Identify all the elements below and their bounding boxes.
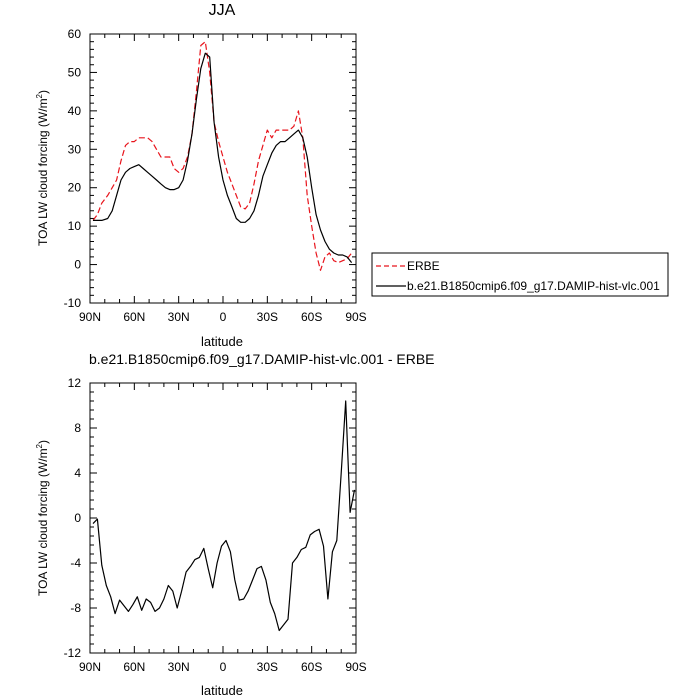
y-tick-label: 12 <box>68 376 82 390</box>
y-tick-label: -10 <box>64 296 82 310</box>
bottom-panel-title: b.e21.B1850cmip6.f09_g17.DAMIP-hist-vlc.… <box>89 351 435 367</box>
y-tick-label: 0 <box>74 511 81 525</box>
top-panel: JJA -10 0 10 20 30 40 50 60 90N 60N 30N 0 30S 60S 90S… <box>35 2 669 349</box>
y-tick-label: -12 <box>64 646 82 660</box>
y-tick-label: -8 <box>70 601 81 615</box>
x-tick-label: 90S <box>345 310 366 324</box>
y-tick-label: 40 <box>68 104 82 118</box>
top-y-axis-label-end: ) <box>36 90 50 94</box>
top-plot-frame <box>89 33 357 304</box>
bottom-y-axis-label-main: TOA LW cloud forcing (W/m <box>36 448 50 596</box>
top-y-axis-label-main: TOA LW cloud forcing (W/m <box>36 98 50 246</box>
legend-label-erbe: ERBE <box>407 259 440 273</box>
bottom-plot-frame <box>89 382 357 654</box>
x-tick-label: 90S <box>345 660 366 674</box>
x-tick-label: 0 <box>220 310 227 324</box>
top-x-axis-label: latitude <box>201 334 243 349</box>
x-tick-label: 30S <box>257 660 278 674</box>
y-tick-label: 50 <box>68 65 82 79</box>
legend: ERBE b.e21.B1850cmip6.f09_g17.DAMIP-hist… <box>371 252 669 297</box>
series-line-0 <box>92 41 353 271</box>
x-tick-label: 60N <box>123 310 145 324</box>
bottom-x-axis-label: latitude <box>201 683 243 698</box>
x-tick-label: 60S <box>301 660 322 674</box>
x-tick-label: 30S <box>257 310 278 324</box>
bottom-y-axis-label-sup: 2 <box>35 443 44 448</box>
x-tick-label: 60N <box>123 660 145 674</box>
top-y-ticks: -10 0 10 20 30 40 50 60 <box>64 27 356 310</box>
legend-label-model: b.e21.B1850cmip6.f09_g17.DAMIP-hist-vlc.… <box>407 279 660 293</box>
x-tick-label: 60S <box>301 310 322 324</box>
bottom-x-ticks: 90N 60N 30N 0 30S 60S 90S <box>79 383 367 674</box>
bottom-y-ticks: -12 -8 -4 0 4 8 12 <box>64 376 356 660</box>
bottom-y-axis-label-end: ) <box>36 440 50 444</box>
bottom-y-axis-label: TOA LW cloud forcing (W/m2) <box>35 440 50 596</box>
bottom-series <box>92 400 356 632</box>
y-tick-label: 0 <box>74 258 81 272</box>
y-tick-label: 8 <box>74 421 81 435</box>
x-tick-label: 90N <box>79 660 101 674</box>
series-line-1 <box>93 52 353 263</box>
y-tick-label: 60 <box>68 27 82 41</box>
y-tick-label: 4 <box>74 466 81 480</box>
y-tick-label: -4 <box>70 556 81 570</box>
top-y-axis-label: TOA LW cloud forcing (W/m2) <box>35 90 50 246</box>
y-tick-label: 10 <box>68 219 82 233</box>
top-x-ticks: 90N 60N 30N 0 30S 60S 90S <box>79 34 367 324</box>
bottom-panel: b.e21.B1850cmip6.f09_g17.DAMIP-hist-vlc.… <box>35 351 435 698</box>
top-panel-title: JJA <box>209 2 236 19</box>
x-tick-label: 30N <box>168 310 190 324</box>
y-tick-label: 30 <box>68 142 82 156</box>
x-tick-label: 0 <box>220 660 227 674</box>
legend-box <box>371 252 669 297</box>
series-line-0 <box>92 400 356 632</box>
top-y-axis-label-sup: 2 <box>35 93 44 98</box>
x-tick-label: 90N <box>79 310 101 324</box>
y-tick-label: 20 <box>68 181 82 195</box>
top-series <box>92 41 353 271</box>
x-tick-label: 30N <box>168 660 190 674</box>
